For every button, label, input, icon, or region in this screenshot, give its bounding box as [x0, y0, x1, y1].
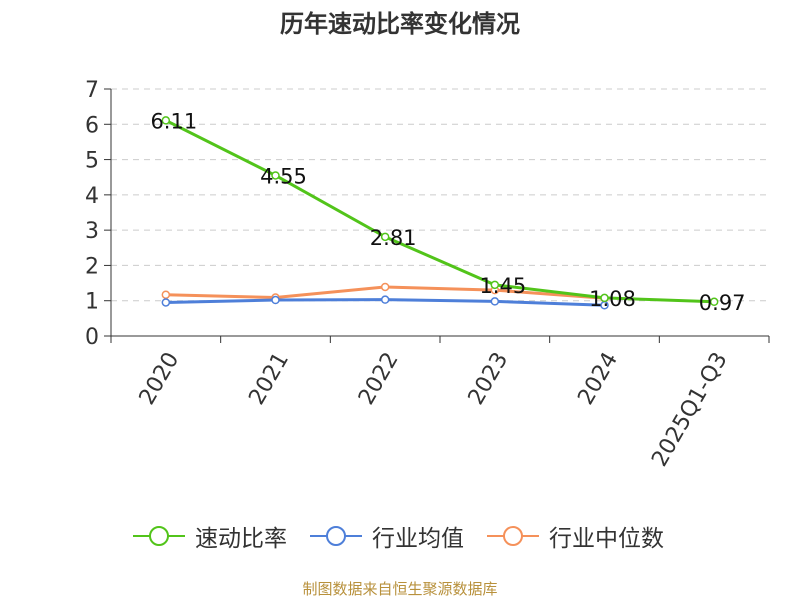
- data-label: 1.08: [589, 287, 636, 311]
- chart-legend: 速动比率 行业均值 行业中位数: [0, 518, 800, 558]
- x-tick-label: 2020: [135, 348, 185, 409]
- data-point: [380, 232, 390, 242]
- y-tick-label: 6: [85, 113, 99, 138]
- y-tick-label: 1: [85, 290, 99, 315]
- y-tick-label: 4: [85, 184, 99, 209]
- data-label: 1.45: [479, 274, 526, 298]
- data-source-note: 制图数据来自恒生聚源数据库: [302, 580, 498, 598]
- legend-marker-icon: [133, 526, 185, 546]
- y-tick-label: 3: [85, 219, 99, 244]
- legend-item[interactable]: 行业均值: [310, 518, 464, 554]
- x-tick-label: 2024: [573, 348, 623, 409]
- y-tick-label: 7: [85, 78, 99, 103]
- legend-label: 行业中位数: [549, 526, 664, 552]
- x-tick-label: 2023: [464, 348, 514, 409]
- data-point: [161, 298, 171, 307]
- data-point: [161, 290, 171, 299]
- legend-marker-icon: [487, 526, 539, 546]
- data-label: 0.97: [699, 291, 746, 315]
- y-tick-label: 2: [85, 254, 99, 279]
- data-point: [380, 295, 390, 304]
- data-label: 4.55: [260, 164, 307, 188]
- data-point: [271, 295, 280, 305]
- legend-label: 速动比率: [195, 526, 287, 552]
- data-point: [271, 171, 280, 180]
- data-point: [161, 116, 171, 125]
- data-point: [380, 282, 390, 292]
- data-point: [600, 293, 609, 303]
- legend-item[interactable]: 速动比率: [133, 518, 287, 554]
- data-point: [490, 297, 500, 306]
- x-tick-label: 2021: [244, 348, 294, 409]
- legend-item[interactable]: 行业中位数: [487, 518, 664, 554]
- legend-marker-icon: [310, 526, 362, 546]
- y-tick-label: 5: [85, 149, 99, 174]
- data-label: 6.11: [150, 109, 197, 133]
- chart-title: 历年速动比率变化情况: [280, 10, 520, 38]
- y-tick-label: 0: [85, 325, 99, 350]
- series-line: [165, 119, 715, 304]
- data-point: [709, 297, 719, 307]
- data-point: [490, 280, 500, 290]
- x-tick-label: 2025Q1-Q3: [647, 348, 732, 471]
- legend-label: 行业均值: [372, 526, 464, 552]
- x-tick-label: 2022: [354, 348, 404, 409]
- data-label: 2.81: [370, 226, 417, 250]
